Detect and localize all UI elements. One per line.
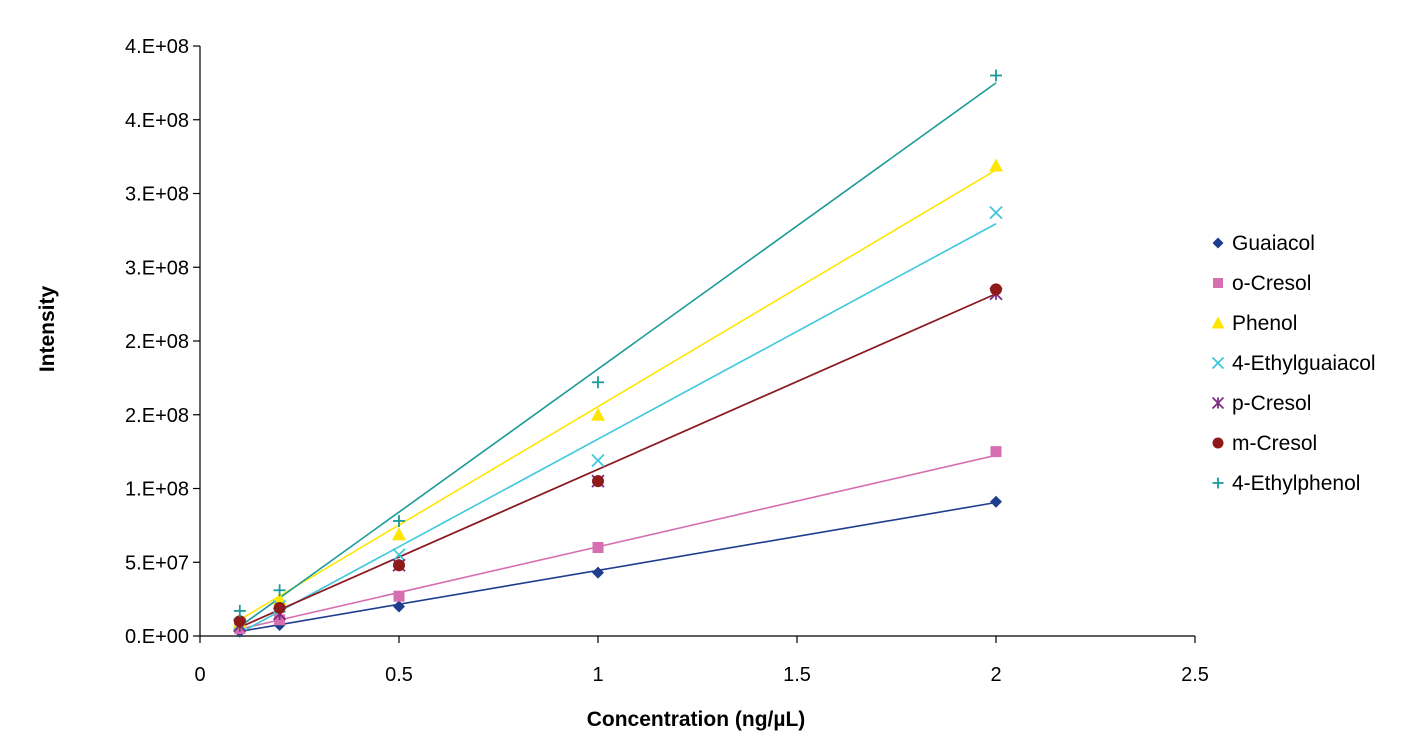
legend-marker-m-cresol	[1212, 437, 1224, 449]
data-point-o-cresol	[592, 542, 604, 553]
y-tick-label: 3.E+08	[125, 184, 189, 206]
x-tick-label: 1.5	[783, 664, 811, 686]
data-point-m-cresol	[592, 475, 604, 488]
trendlines	[239, 82, 997, 634]
data-point-o-cresol	[990, 446, 1002, 458]
trendline-4-ethylguaiacol	[239, 223, 997, 634]
data-point-m-cresol	[273, 601, 286, 614]
trendline-phenol	[239, 169, 997, 621]
trendline-o-cresol	[239, 454, 997, 630]
trendline-4-ethylphenol	[239, 82, 997, 628]
data-point-phenol	[392, 527, 406, 541]
legend-label-4-ethylphenol: 4-Ethylphenol	[1232, 472, 1360, 495]
legend-marker-phenol	[1211, 316, 1225, 329]
data-point-guaiacol	[592, 566, 604, 579]
y-tick-label: 4.E+08	[125, 36, 189, 58]
data-point-m-cresol	[990, 283, 1002, 296]
data-point-m-cresol	[393, 559, 405, 572]
y-tick-label: 5.E+07	[125, 552, 189, 574]
legend-marker-4-ethylguaiacol	[1211, 356, 1225, 370]
trendline-guaiacol	[239, 501, 997, 633]
data-point-o-cresol	[393, 590, 405, 602]
y-tick-label: 2.E+08	[125, 405, 189, 427]
legend-marker-p-cresol	[1211, 396, 1225, 410]
legend-label-m-cresol: m-Cresol	[1232, 432, 1317, 455]
y-tick-label: 0.E+00	[125, 626, 189, 648]
legend-label-guaiacol: Guaiacol	[1232, 232, 1315, 255]
y-tick-label: 1.E+08	[125, 479, 189, 501]
x-tick-label: 2.5	[1181, 664, 1209, 686]
y-tick-label: 2.E+08	[125, 331, 189, 353]
data-point-4-ethylphenol	[592, 376, 604, 389]
legend-marker-o-cresol	[1213, 278, 1223, 288]
data-point-phenol	[989, 158, 1003, 172]
x-tick-label: 0	[194, 664, 205, 686]
y-axis-title: Intensity	[36, 286, 59, 373]
data-point-4-ethylphenol	[393, 514, 405, 527]
data-point-4-ethylguaiacol	[989, 206, 1003, 220]
legend-label-4-ethylguaiacol: 4-Ethylguaiacol	[1232, 352, 1376, 375]
x-axis-title: Concentration (ng/µL)	[587, 708, 806, 731]
data-point-guaiacol	[990, 495, 1002, 508]
data-point-m-cresol	[233, 615, 246, 628]
x-tick-label: 1	[592, 664, 603, 686]
trendline-m-cresol	[239, 293, 997, 629]
data-point-4-ethylphenol	[233, 604, 246, 617]
legend-label-phenol: Phenol	[1232, 312, 1297, 335]
x-tick-label: 0.5	[385, 664, 413, 686]
legend-label-p-cresol: p-Cresol	[1232, 392, 1311, 415]
data-point-4-ethylguaiacol	[591, 453, 605, 468]
data-points	[232, 69, 1003, 638]
x-tick-label: 2	[990, 664, 1001, 686]
data-point-phenol	[591, 407, 605, 421]
data-point-4-ethylphenol	[990, 69, 1002, 82]
legend-marker-4-ethylphenol	[1212, 477, 1224, 489]
data-point-guaiacol	[393, 600, 405, 613]
data-point-4-ethylguaiacol	[392, 548, 406, 562]
legend: Guaiacol o-Cresol Phenol 4-Ethylguaiacol p-C…	[1211, 232, 1376, 495]
legend-label-o-cresol: o-Cresol	[1232, 272, 1311, 295]
axes: 0.E+00 5.E+07 1.E+08 2.E+08 2.E+08 3.E+08 3.E+…	[125, 36, 1209, 686]
legend-marker-guaiacol	[1212, 237, 1224, 249]
y-tick-label: 4.E+08	[125, 110, 189, 132]
data-point-4-ethylphenol	[273, 584, 286, 597]
y-tick-label: 3.E+08	[125, 257, 189, 279]
